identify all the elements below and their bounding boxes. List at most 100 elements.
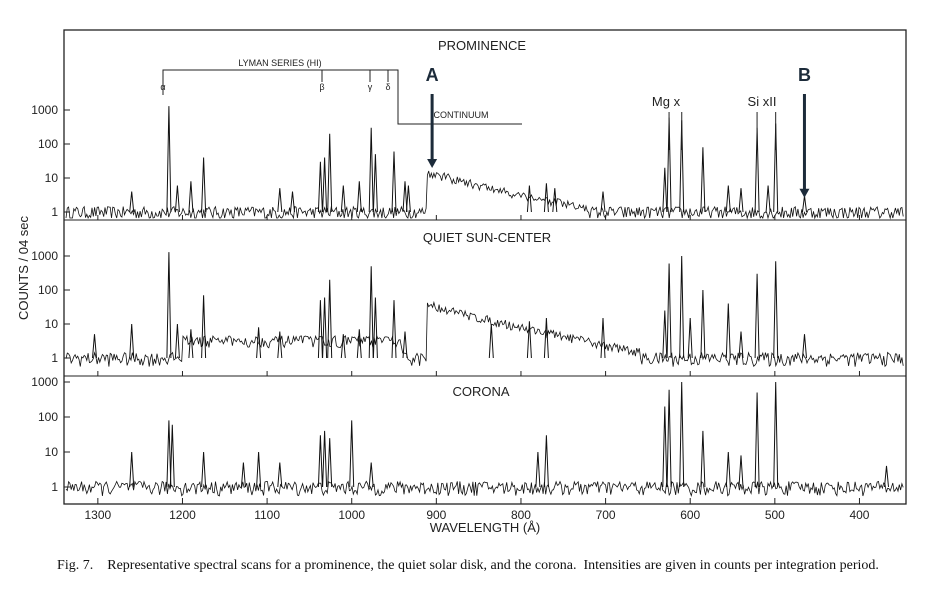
emission-peak bbox=[256, 451, 262, 488]
emission-peak bbox=[277, 331, 283, 359]
x-tick-label: 800 bbox=[511, 508, 531, 522]
emission-peak bbox=[700, 289, 706, 359]
emission-peak bbox=[666, 263, 672, 359]
emission-peak bbox=[188, 181, 194, 213]
y-tick-label: 100 bbox=[38, 283, 58, 297]
emission-peak bbox=[372, 154, 378, 213]
panel-title-corona: CORONA bbox=[452, 384, 509, 399]
emission-peak bbox=[166, 420, 172, 488]
emission-peak bbox=[773, 261, 779, 359]
emission-peak bbox=[526, 321, 532, 359]
marker-a-arrowhead bbox=[427, 159, 438, 169]
emission-peak bbox=[327, 438, 333, 488]
emission-peak bbox=[552, 188, 558, 213]
emission-peak bbox=[129, 323, 135, 359]
y-tick-label: 10 bbox=[45, 171, 59, 185]
x-tick-label: 700 bbox=[596, 508, 616, 522]
emission-peak bbox=[700, 430, 706, 488]
figure-caption: Fig. 7. Representative spectral scans for… bbox=[0, 556, 936, 575]
emission-peak bbox=[166, 252, 172, 359]
trace-prominence bbox=[65, 170, 904, 220]
emission-peak bbox=[700, 147, 706, 213]
emission-peak bbox=[687, 317, 693, 359]
x-tick-label: 1300 bbox=[84, 508, 111, 522]
emission-peak bbox=[322, 430, 328, 488]
lyman-alpha-label: α bbox=[160, 82, 165, 92]
emission-peak bbox=[277, 462, 283, 488]
emission-peak bbox=[327, 133, 333, 213]
marker-a-label: A bbox=[426, 65, 439, 85]
emission-peak bbox=[317, 161, 323, 213]
continuum-label: CONTINUUM bbox=[434, 110, 489, 120]
emission-peak bbox=[256, 327, 262, 359]
emission-peak bbox=[129, 191, 135, 213]
emission-peak bbox=[368, 462, 374, 488]
panel-title-prominence: PROMINENCE bbox=[438, 38, 526, 53]
emission-peak bbox=[884, 465, 889, 488]
trace-corona bbox=[65, 480, 904, 497]
x-tick-label: 1200 bbox=[169, 508, 196, 522]
emission-peak bbox=[322, 157, 328, 213]
lyman-series-label: LYMAN SERIES (HI) bbox=[238, 58, 321, 68]
emission-peak bbox=[662, 406, 668, 488]
spectral-figure: PROMINENCE QUIET SUN-CENTER CORONA WAVEL… bbox=[16, 29, 907, 535]
emission-peak bbox=[402, 331, 408, 359]
emission-peak bbox=[174, 185, 180, 213]
emission-peak bbox=[201, 295, 207, 359]
emission-peak bbox=[725, 185, 731, 213]
emission-peak bbox=[317, 300, 323, 359]
emission-peak bbox=[349, 420, 355, 488]
x-tick-label: 900 bbox=[426, 508, 446, 522]
emission-peak bbox=[765, 185, 771, 213]
emission-peak bbox=[188, 329, 194, 359]
y-tick-label: 1 bbox=[51, 351, 58, 365]
emission-peak bbox=[535, 451, 541, 488]
emission-peak bbox=[201, 157, 207, 213]
emission-peak bbox=[356, 329, 362, 359]
marker-b-arrowhead bbox=[799, 188, 810, 198]
lyman-gamma-label: γ bbox=[368, 82, 373, 92]
emission-peak bbox=[526, 185, 532, 213]
y-tick-label: 1000 bbox=[31, 375, 58, 389]
emission-peak bbox=[754, 392, 760, 488]
emission-peak bbox=[372, 297, 378, 359]
emission-peak bbox=[391, 300, 397, 359]
emission-peak bbox=[92, 334, 97, 359]
emission-peak bbox=[738, 188, 744, 213]
x-tick-label: 1100 bbox=[254, 508, 280, 522]
caption-figure-number: Fig. 7. bbox=[57, 558, 94, 573]
y-tick-label: 1 bbox=[51, 480, 58, 494]
emission-peaks bbox=[92, 106, 889, 488]
emission-peak bbox=[340, 334, 346, 359]
emission-peak bbox=[725, 451, 731, 488]
x-axis-title: WAVELENGTH (Å) bbox=[430, 520, 541, 535]
emission-peak bbox=[662, 310, 668, 359]
emission-peak bbox=[600, 191, 606, 213]
emission-peak bbox=[169, 424, 175, 488]
caption-text: Representative spectral scans for a prom… bbox=[107, 558, 577, 573]
emission-peak bbox=[773, 381, 779, 488]
lyman-delta-label: δ bbox=[385, 82, 390, 92]
emission-peak bbox=[738, 331, 744, 359]
x-tick-label: 500 bbox=[765, 508, 785, 522]
y-tick-label: 1 bbox=[51, 205, 58, 219]
emission-peak bbox=[543, 435, 549, 488]
emission-peak bbox=[738, 455, 744, 488]
emission-peak bbox=[174, 323, 180, 359]
lyman-series-annotation bbox=[162, 69, 522, 125]
y-axis-title: COUNTS / 04 sec bbox=[16, 215, 31, 320]
spectral-traces bbox=[65, 170, 904, 497]
emission-peak bbox=[368, 266, 374, 359]
panel-title-quiet-sun: QUIET SUN-CENTER bbox=[423, 230, 551, 245]
mg-x-label: Mg x bbox=[652, 94, 681, 109]
y-tick-label: 10 bbox=[45, 317, 59, 331]
trace-quiet-sun bbox=[65, 300, 904, 368]
marker-b-label: B bbox=[798, 65, 811, 85]
emission-peak bbox=[322, 297, 328, 359]
caption-text-2: Intensities are given in counts per inte… bbox=[583, 558, 879, 573]
emission-peak bbox=[543, 317, 549, 359]
emission-peak bbox=[340, 185, 346, 213]
plot-frame bbox=[63, 29, 907, 505]
emission-peak bbox=[402, 181, 408, 213]
